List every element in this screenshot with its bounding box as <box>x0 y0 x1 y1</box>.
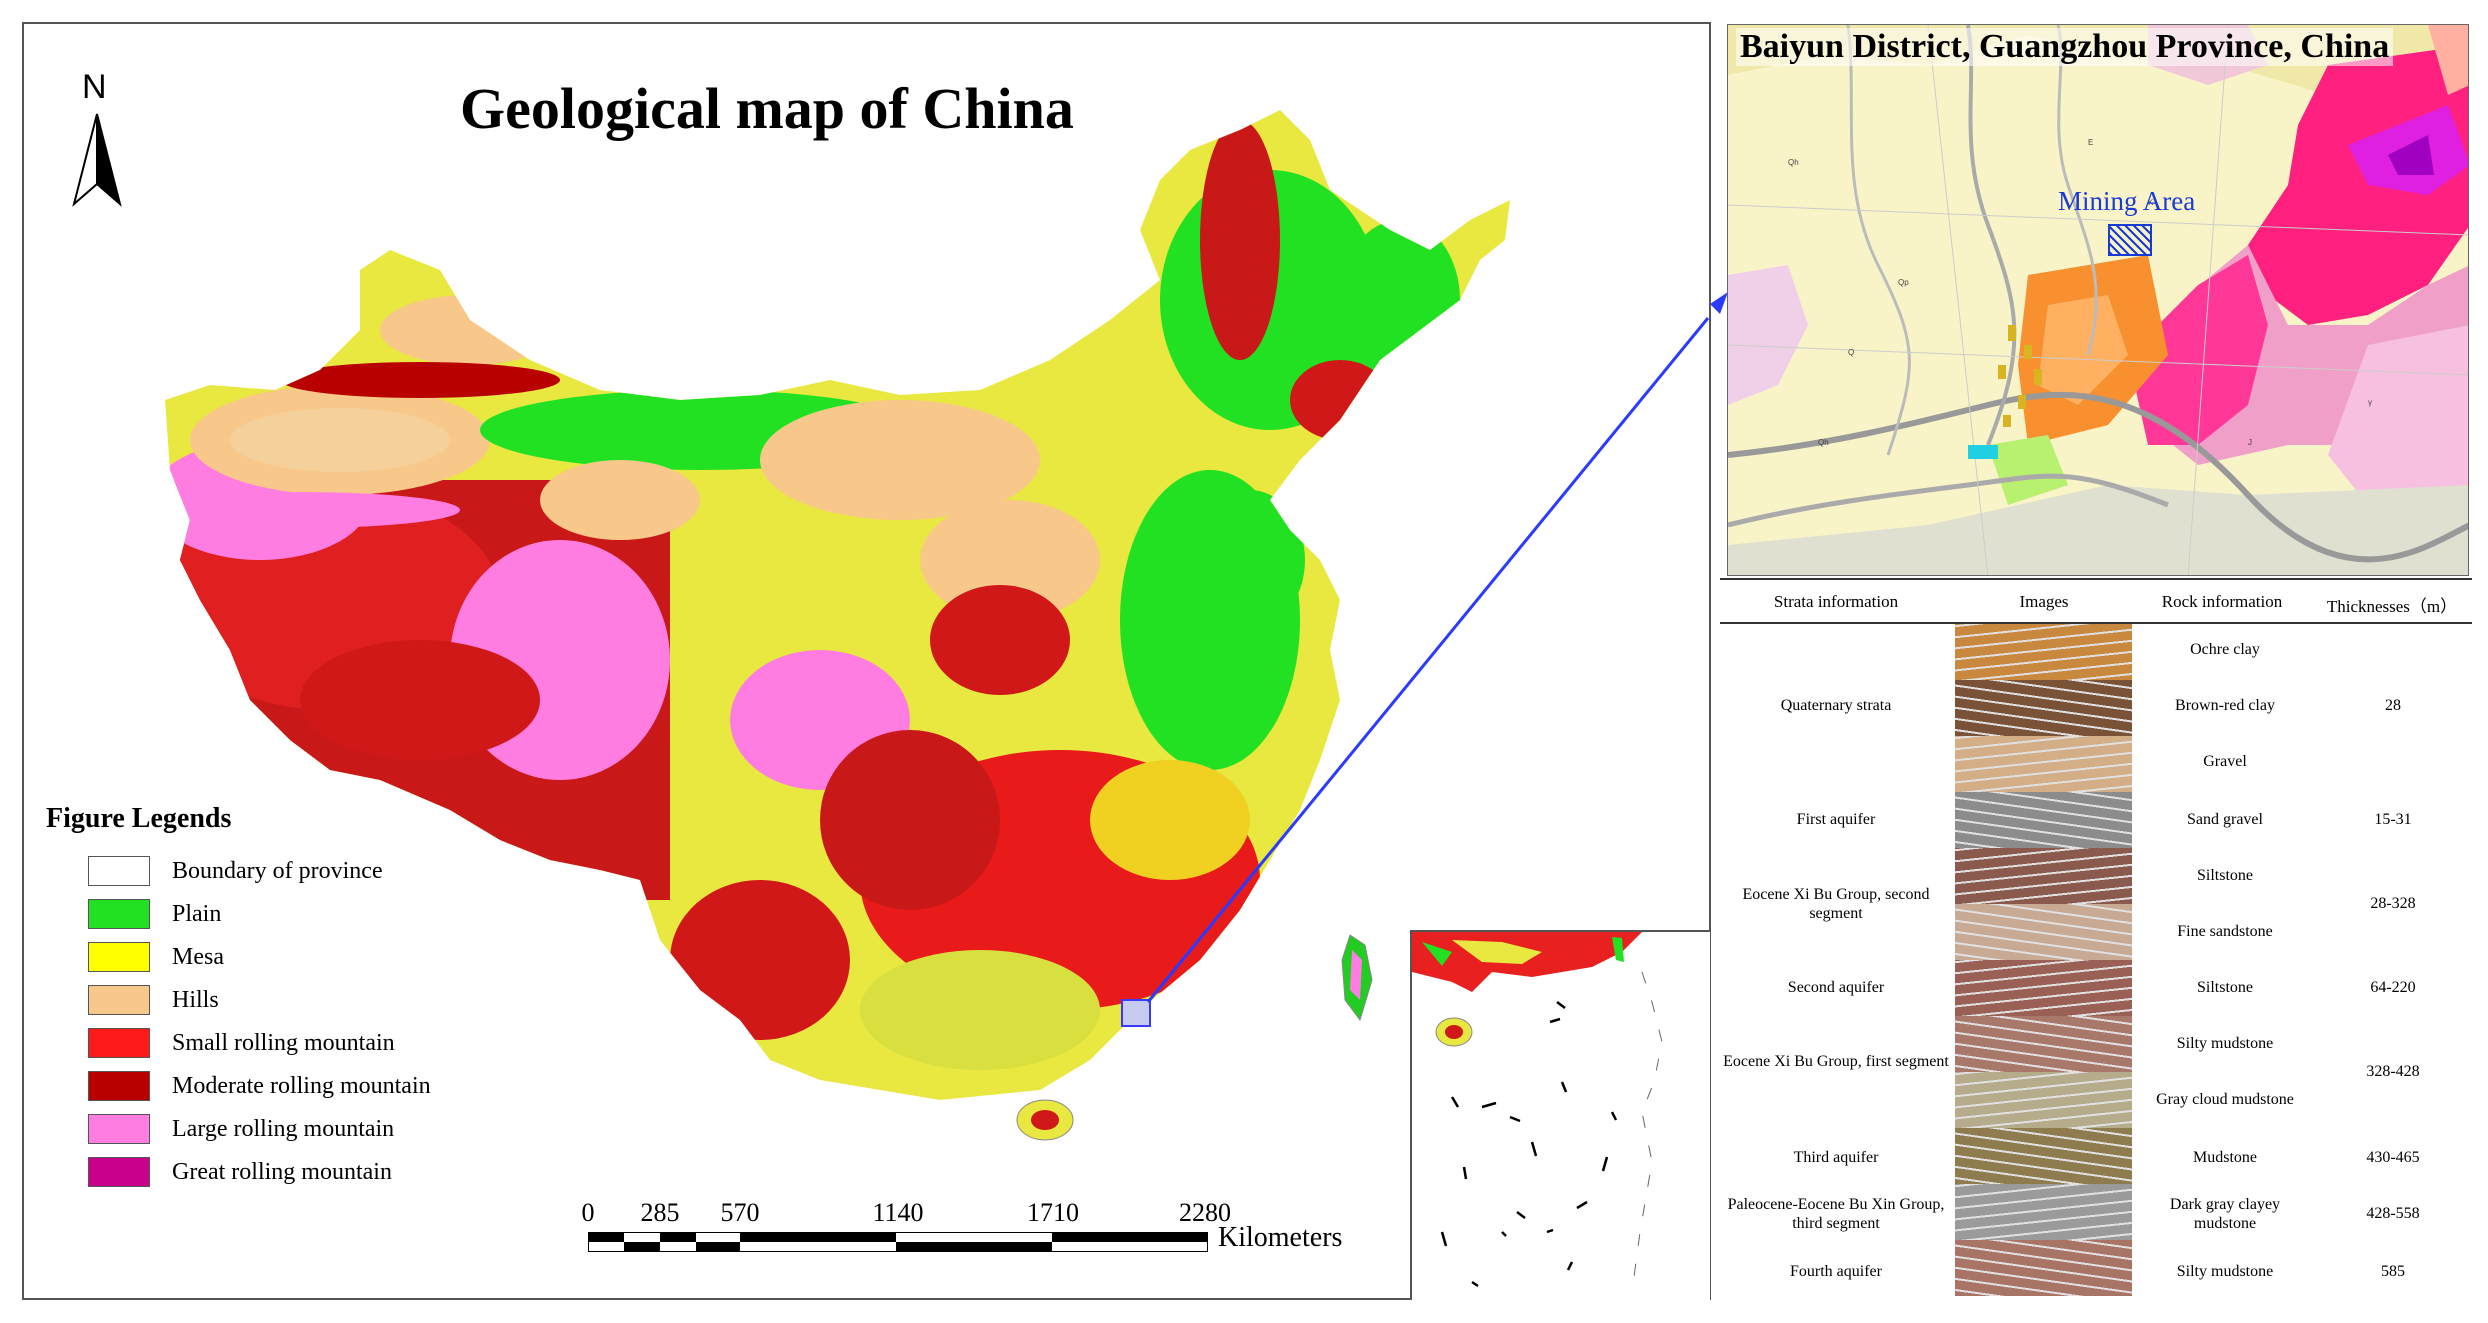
strata-image <box>1955 1128 2132 1184</box>
thickness: 428-558 <box>2366 1205 2420 1222</box>
mining-area-marker <box>2108 224 2152 256</box>
svg-text:Q: Q <box>1848 348 1854 357</box>
svg-text:Qh: Qh <box>1788 158 1799 167</box>
rock-info: Mudstone <box>2193 1149 2257 1166</box>
legend-swatch <box>88 942 150 972</box>
strata-image <box>1955 624 2132 680</box>
detail-map-title: Baiyun District, Guangzhou Province, Chi… <box>1736 28 2394 66</box>
scale-unit: Kilometers <box>1218 1222 1343 1253</box>
scale-tick: 0 <box>581 1198 595 1227</box>
legend-item-mesa: Mesa <box>88 939 224 975</box>
legend-swatch <box>88 1114 150 1144</box>
table-header-rule <box>1720 622 2472 624</box>
rock-info: Gravel <box>2203 753 2247 770</box>
legend-item-plain: Plain <box>88 896 221 932</box>
header-images: Images <box>2019 592 2069 611</box>
strata-name: Third aquifer <box>1793 1149 1879 1166</box>
strata-name: Fourth aquifer <box>1790 1263 1882 1280</box>
arrow-head <box>1710 292 1728 314</box>
rock-info: Fine sandstone <box>2177 923 2273 940</box>
scale-tick: 1710 <box>1027 1198 1079 1227</box>
svg-text:Qh: Qh <box>1818 438 1829 447</box>
legend-swatch <box>88 899 150 929</box>
scale-tick: 1140 <box>872 1198 924 1227</box>
legend-swatch <box>88 1157 150 1187</box>
legend-swatch <box>88 985 150 1015</box>
thickness: 430-465 <box>2366 1149 2420 1166</box>
strata-name: Eocene Xi Bu Group, second segment <box>1742 886 1930 922</box>
thickness: 585 <box>2381 1263 2405 1280</box>
detail-map-graphic: Qh Qp K Q Jγ Qh E <box>1728 25 2468 575</box>
thickness: 64-220 <box>2370 979 2416 996</box>
rock-info: Siltstone <box>2196 979 2253 996</box>
thickness: 15-31 <box>2374 811 2412 828</box>
svg-text:E: E <box>2088 138 2093 147</box>
legend-item-hills: Hills <box>88 982 219 1018</box>
mining-area-label: Mining Area <box>2058 186 2196 216</box>
header-thicknesses: Thicknesses（m） <box>2326 597 2458 616</box>
legend-label: Large rolling mountain <box>172 1115 395 1142</box>
legend-swatch <box>88 856 150 886</box>
table-top-rule <box>1720 578 2472 580</box>
legend-item-large-rolling: Large rolling mountain <box>88 1111 394 1147</box>
strata-image <box>1955 736 2132 792</box>
rock-info: Dark gray clayey mudstone <box>2169 1196 2281 1232</box>
svg-text:J: J <box>2248 438 2252 447</box>
svg-text:K: K <box>2148 198 2154 207</box>
strata-image <box>1955 680 2132 736</box>
legend-label: Hills <box>172 986 219 1013</box>
legend-item-boundary: Boundary of province <box>88 853 383 889</box>
svg-text:Qp: Qp <box>1898 278 1909 287</box>
legend-label: Small rolling mountain <box>172 1029 395 1056</box>
strata-image <box>1955 904 2132 960</box>
strata-image <box>1955 848 2132 904</box>
strata-image <box>1955 1184 2132 1240</box>
legend-label: Plain <box>172 900 222 927</box>
legend-label: Moderate rolling mountain <box>172 1072 431 1099</box>
rock-info: Silty mudstone <box>2176 1035 2274 1052</box>
scale-tick: 570 <box>720 1198 760 1227</box>
strata-name: Second aquifer <box>1787 979 1885 996</box>
north-label: N <box>82 68 107 106</box>
inset-map <box>1412 932 1663 1293</box>
header-strata-information: Strata information <box>1773 592 1899 611</box>
legend-item-great-rolling: Great rolling mountain <box>88 1154 392 1190</box>
map-title: Geological map of China <box>460 76 1074 141</box>
strata-image <box>1955 1240 2132 1296</box>
rock-info: Silty mudstone <box>2176 1263 2274 1280</box>
rock-info: Gray cloud mudstone <box>2156 1091 2294 1108</box>
legend-label: Mesa <box>172 943 224 970</box>
thickness: 28-328 <box>2370 895 2416 912</box>
legend-item-small-rolling: Small rolling mountain <box>88 1025 395 1061</box>
scale-tick: 2280 <box>1179 1198 1231 1227</box>
legend-swatch <box>88 1028 150 1058</box>
thickness: 28 <box>2385 697 2401 714</box>
strata-image <box>1955 960 2132 1016</box>
north-arrow-icon <box>72 113 122 207</box>
rock-info: Brown-red clay <box>2175 697 2275 714</box>
strata-image <box>1955 1016 2132 1072</box>
rock-info: Siltstone <box>2196 867 2253 884</box>
strata-name: First aquifer <box>1796 811 1876 828</box>
scale-bar <box>588 1232 1208 1252</box>
scale-tick: 285 <box>640 1198 680 1227</box>
strata-name: Quaternary strata <box>1780 697 1892 714</box>
rock-info: Sand gravel <box>2187 811 2263 828</box>
strata-name: Paleocene-Eocene Bu Xin Group, third seg… <box>1727 1196 1945 1232</box>
svg-text:γ: γ <box>2368 398 2372 407</box>
legend-label: Great rolling mountain <box>172 1158 392 1185</box>
strata-image <box>1955 1072 2132 1128</box>
header-rock-information: Rock information <box>2161 592 2283 611</box>
south-china-sea-inset <box>1410 930 1710 1300</box>
strata-image <box>1955 792 2132 848</box>
china-map <box>165 110 1710 1141</box>
legend-swatch <box>88 1071 150 1101</box>
legend-title: Figure Legends <box>46 803 232 834</box>
legend-item-moderate-rolling: Moderate rolling mountain <box>88 1068 431 1104</box>
legend-label: Boundary of province <box>172 857 383 884</box>
rock-info: Ochre clay <box>2190 641 2260 658</box>
strata-name: Eocene Xi Bu Group, first segment <box>1723 1053 1949 1070</box>
thickness: 328-428 <box>2366 1063 2420 1080</box>
